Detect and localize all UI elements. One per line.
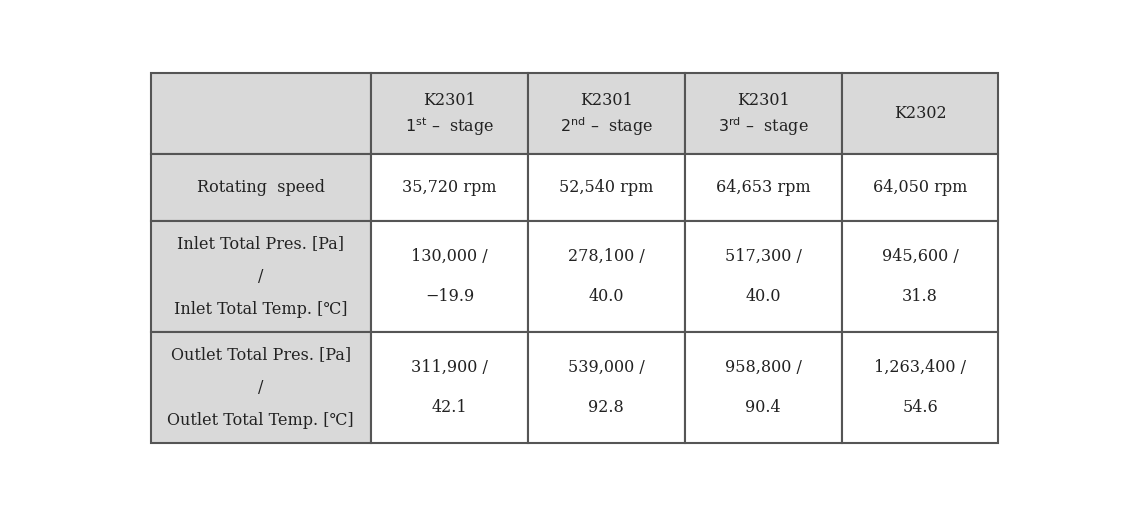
Text: 92.8: 92.8 bbox=[589, 399, 624, 416]
Text: 54.6: 54.6 bbox=[902, 399, 938, 416]
Text: Inlet Total Temp. [℃]: Inlet Total Temp. [℃] bbox=[174, 301, 348, 318]
Text: Inlet Total Pres. [Pa]: Inlet Total Pres. [Pa] bbox=[177, 235, 344, 252]
Bar bbox=[528, 73, 685, 154]
Bar bbox=[842, 154, 999, 221]
Text: 517,300 /: 517,300 / bbox=[725, 248, 802, 265]
Bar bbox=[371, 73, 528, 154]
Text: /: / bbox=[258, 379, 263, 396]
Bar bbox=[685, 154, 842, 221]
Text: K2301: K2301 bbox=[423, 92, 475, 109]
Text: K2301: K2301 bbox=[736, 92, 789, 109]
Bar bbox=[528, 221, 685, 332]
Text: 1,263,400 /: 1,263,400 / bbox=[874, 359, 966, 376]
Bar bbox=[842, 221, 999, 332]
Text: 130,000 /: 130,000 / bbox=[411, 248, 488, 265]
Text: 64,050 rpm: 64,050 rpm bbox=[873, 179, 967, 196]
Text: 31.8: 31.8 bbox=[902, 288, 938, 305]
Text: 90.4: 90.4 bbox=[745, 399, 781, 416]
Bar bbox=[371, 221, 528, 332]
Bar bbox=[528, 154, 685, 221]
Bar bbox=[528, 332, 685, 443]
Text: K2302: K2302 bbox=[893, 105, 946, 122]
Text: 52,540 rpm: 52,540 rpm bbox=[559, 179, 654, 196]
Text: 278,100 /: 278,100 / bbox=[568, 248, 645, 265]
Text: $3^{\mathrm{rd}}$ –  stage: $3^{\mathrm{rd}}$ – stage bbox=[717, 115, 808, 138]
Bar bbox=[150, 332, 371, 443]
Text: 40.0: 40.0 bbox=[589, 288, 624, 305]
Text: /: / bbox=[258, 268, 263, 285]
Bar bbox=[371, 154, 528, 221]
Text: 42.1: 42.1 bbox=[432, 399, 467, 416]
Text: 40.0: 40.0 bbox=[745, 288, 781, 305]
Bar bbox=[842, 73, 999, 154]
Bar bbox=[685, 332, 842, 443]
Text: 945,600 /: 945,600 / bbox=[882, 248, 958, 265]
Bar bbox=[371, 332, 528, 443]
Text: Outlet Total Temp. [℃]: Outlet Total Temp. [℃] bbox=[167, 412, 354, 429]
Text: Outlet Total Pres. [Pa]: Outlet Total Pres. [Pa] bbox=[170, 346, 351, 363]
Bar bbox=[685, 221, 842, 332]
Text: Rotating  speed: Rotating speed bbox=[197, 179, 325, 196]
Text: 35,720 rpm: 35,720 rpm bbox=[402, 179, 497, 196]
Text: 539,000 /: 539,000 / bbox=[568, 359, 645, 376]
Bar bbox=[150, 154, 371, 221]
Text: K2301: K2301 bbox=[580, 92, 632, 109]
Bar bbox=[150, 221, 371, 332]
Text: 64,653 rpm: 64,653 rpm bbox=[716, 179, 810, 196]
Text: −19.9: −19.9 bbox=[425, 288, 474, 305]
Text: $1^{\mathrm{st}}$ –  stage: $1^{\mathrm{st}}$ – stage bbox=[405, 115, 494, 138]
Bar bbox=[842, 332, 999, 443]
Text: 311,900 /: 311,900 / bbox=[411, 359, 488, 376]
Text: 958,800 /: 958,800 / bbox=[725, 359, 802, 376]
Bar bbox=[685, 73, 842, 154]
Text: $2^{\mathrm{nd}}$ –  stage: $2^{\mathrm{nd}}$ – stage bbox=[559, 115, 652, 138]
Bar bbox=[150, 73, 371, 154]
